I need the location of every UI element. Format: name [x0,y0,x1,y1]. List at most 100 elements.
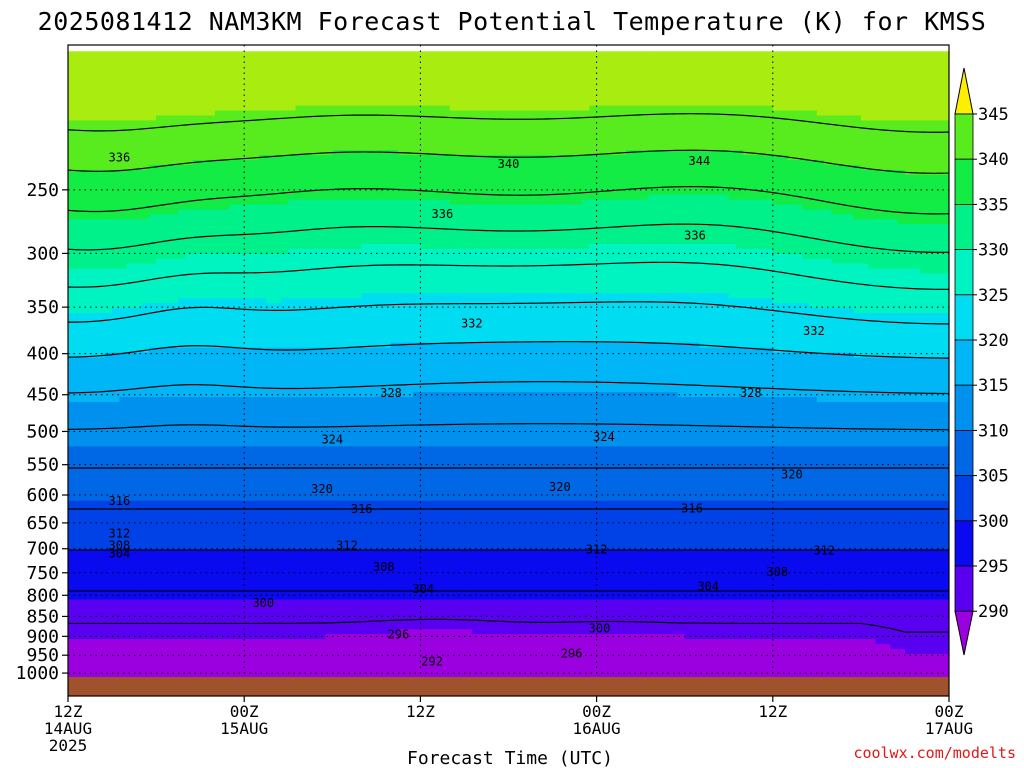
fill-cell [501,174,510,181]
fill-cell [684,179,693,186]
fill-cell [802,75,811,82]
fill-cell [875,204,884,210]
fill-cell [471,51,480,57]
fill-cell [90,155,98,161]
fill-cell [479,85,488,92]
fill-cell [831,204,840,210]
fill-cell [530,100,539,107]
fill-cell [772,224,781,230]
fill-cell [523,95,532,102]
fill-cell [618,85,627,92]
fill-cell [515,150,524,156]
fill-cell [442,125,451,131]
fill-cell [824,110,833,117]
fill-cell [647,164,656,171]
fill-cell [464,80,473,87]
fill-cell [530,214,539,220]
fill-cell [244,135,253,141]
fill-cell [82,199,91,205]
fill-cell [126,71,135,77]
fill-cell [567,184,576,191]
fill-cell [581,150,590,156]
fill-cell [244,229,253,235]
fill-cell [912,184,921,191]
fill-cell [750,90,759,97]
fill-cell [280,90,289,97]
fill-cell [280,105,289,112]
fill-cell [853,130,862,136]
fill-cell [486,243,495,250]
fill-cell [633,135,642,141]
fill-cell [677,135,686,141]
fill-cell [882,110,891,117]
fill-cell [904,145,913,151]
fill-cell [68,189,76,196]
fill-cell [603,135,612,141]
fill-cell [354,234,363,240]
fill-cell [618,71,627,77]
fill-cell [860,61,869,67]
fill-cell [596,66,605,72]
fill-cell [435,184,444,191]
fill-cell [574,224,583,230]
fill-cell [882,159,891,166]
fill-cell [670,189,678,196]
fill-cell [780,130,789,136]
fill-cell [508,66,517,72]
fill-cell [361,184,370,191]
fill-cell [684,174,693,181]
fill-cell [772,130,781,136]
fill-cell [369,155,377,161]
fill-cell [794,80,803,87]
fill-cell [236,140,245,146]
fill-cell [310,90,319,97]
fill-cell [258,80,267,87]
fill-cell [530,140,539,146]
fill-cell [288,90,297,97]
fill-cell [706,243,715,250]
fill-cell [758,234,767,240]
fill-cell [339,115,348,122]
fill-cell [383,204,392,210]
fill-cell [926,199,935,205]
fill-cell [141,243,150,250]
fill-cell [897,80,906,87]
fill-cell [640,75,649,82]
fill-cell [919,179,928,186]
fill-cell [787,75,796,82]
fill-cell [912,140,921,146]
fill-cell [295,199,304,205]
fill-cell [670,140,678,146]
fill-cell [868,95,877,102]
fill-cell [464,164,473,171]
fill-cell [640,115,649,122]
fill-cell [266,140,275,146]
fill-cell [706,224,715,230]
fill-cell [640,85,649,92]
fill-cell [596,234,605,240]
fill-cell [398,253,407,260]
fill-cell [493,164,502,171]
fill-cell [794,61,803,67]
fill-cell [890,71,899,77]
fill-cell [618,209,627,215]
fill-cell [809,130,818,136]
fill-cell [479,130,488,136]
fill-cell [310,125,319,131]
fill-cell [82,248,91,255]
fill-cell [670,150,678,156]
fill-cell [192,199,201,205]
fill-cell [420,204,429,210]
fill-cell [288,194,297,201]
fill-cell [868,140,877,146]
fill-cell [156,248,165,255]
fill-cell [603,204,612,210]
fill-cell [413,75,421,82]
fill-cell [104,71,113,77]
fill-cell [134,194,143,201]
fill-cell [662,174,671,181]
fill-cell [229,179,238,186]
fill-cell [310,85,319,92]
fill-cell [258,115,267,122]
fill-cell [339,66,348,72]
